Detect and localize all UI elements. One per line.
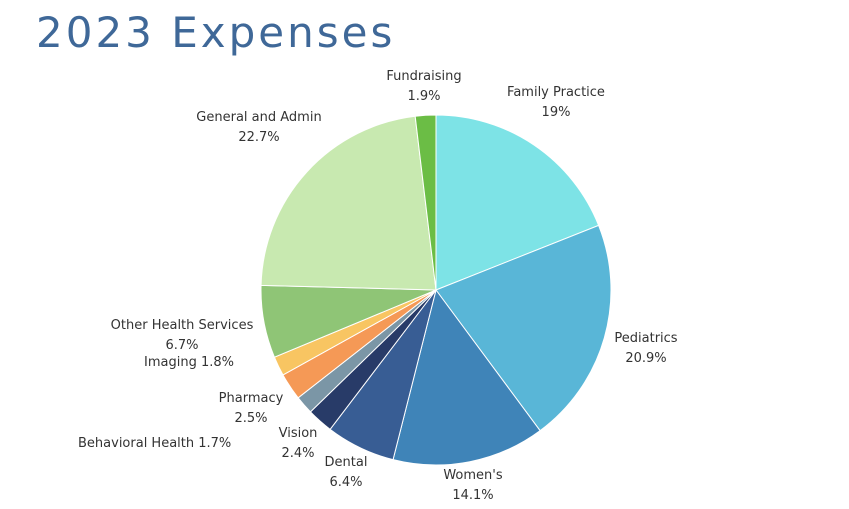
slice-label-value: 14.1% [452,488,493,503]
slice-label-imaging: Imaging 1.8% [144,355,234,370]
pie-slice-pediatrics [435,224,612,432]
pie-slice-family-practice [435,114,600,291]
slice-label-name: Pediatrics [614,331,677,346]
pie-slice-women-s [392,288,541,466]
slice-label-pharmacy: Pharmacy 2.5% [219,391,284,426]
pie-slice-general-and-admin [260,115,437,291]
slice-label-family-practice: Family Practice 19% [507,85,605,120]
slice-label-dental: Dental 6.4% [325,455,368,490]
slice-label-behavioral-health: Behavioral Health 1.7% [78,436,231,451]
slice-label-name: Vision [279,426,318,441]
slice-label-name: Imaging [144,355,197,370]
slice-label-name: Pharmacy [219,391,284,406]
slice-label-name: General and Admin [196,110,321,125]
slice-label-name: Other Health Services [111,318,254,333]
slice-label-name: Fundraising [386,69,461,84]
slice-label-value: 20.9% [625,351,666,366]
slice-label-general-and-admin: General and Admin 22.7% [196,110,321,145]
slice-label-value: 2.4% [281,446,314,461]
slice-label-name: Behavioral Health [78,436,194,451]
slice-label-other-health-services: Other Health Services 6.7% [111,318,254,353]
slice-label-name: Family Practice [507,85,605,100]
slice-label-fundraising: Fundraising 1.9% [386,69,461,104]
slice-label-value: 22.7% [238,130,279,145]
slice-label-name: Women's [443,468,503,483]
slice-label-value: 1.7% [194,436,231,451]
slice-labels: Family Practice 19% Pediatrics 20.9% Women's… [78,69,678,503]
slice-label-women-s: Women's 14.1% [443,468,503,503]
slice-label-value: 2.5% [234,411,267,426]
slice-label-value: 19% [542,105,571,120]
slice-label-pediatrics: Pediatrics 20.9% [614,331,677,366]
slice-label-name: Dental [325,455,368,470]
chart-title: 2023 Expenses [36,8,396,57]
pie-slice-fundraising [414,114,437,291]
slice-label-vision: Vision 2.4% [279,426,318,461]
slice-label-value: 1.8% [197,355,234,370]
pie-slices [260,114,612,466]
slice-label-value: 6.7% [165,338,198,353]
slice-label-value: 6.4% [329,475,362,490]
slice-label-value: 1.9% [407,89,440,104]
